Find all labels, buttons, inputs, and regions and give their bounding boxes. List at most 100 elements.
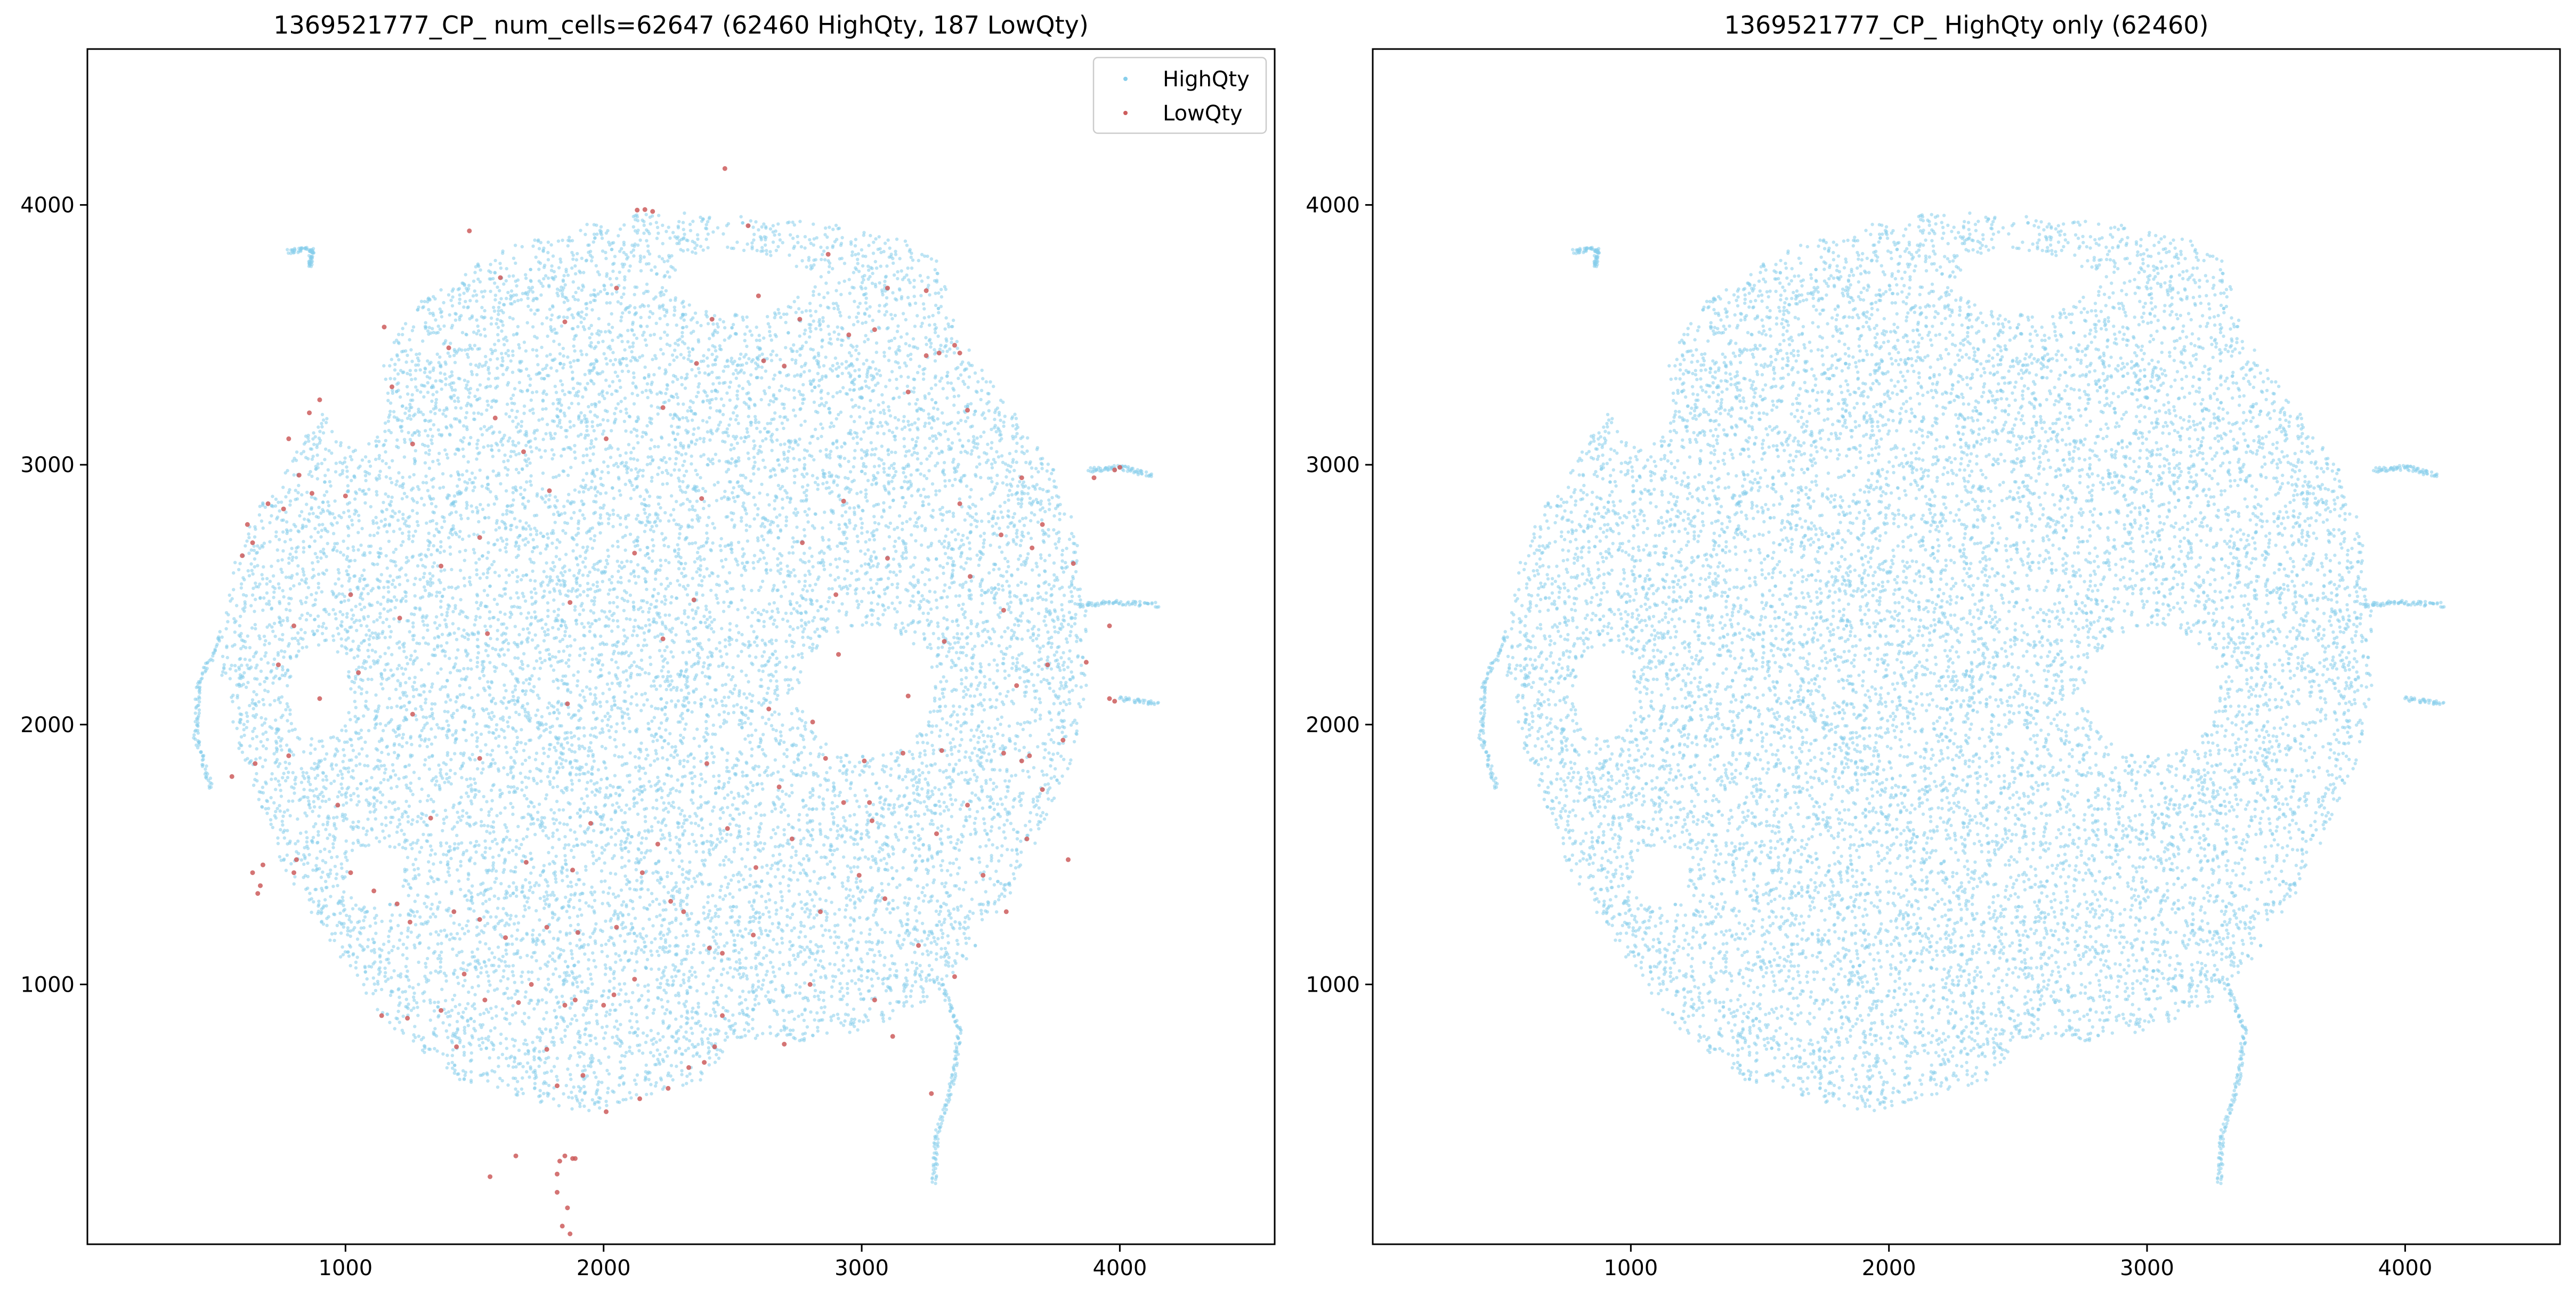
left-highqty-point bbox=[677, 1001, 681, 1005]
left-highqty-point bbox=[1016, 497, 1020, 501]
left-highqty-point bbox=[288, 708, 292, 712]
left-highqty-point bbox=[720, 836, 724, 840]
left-highqty-point bbox=[445, 452, 449, 456]
left-highqty-point bbox=[253, 535, 257, 539]
left-highqty-point bbox=[1016, 484, 1020, 488]
left-highqty-point bbox=[663, 1012, 667, 1016]
left-highqty-point bbox=[404, 964, 408, 969]
left-highqty-point bbox=[757, 979, 760, 983]
left-highqty-point bbox=[937, 788, 941, 791]
left-highqty-point bbox=[682, 305, 686, 309]
left-highqty-point bbox=[812, 356, 816, 360]
left-highqty-point bbox=[639, 315, 643, 319]
left-highqty-point bbox=[782, 426, 785, 431]
left-highqty-point bbox=[931, 439, 935, 443]
left-highqty-point bbox=[1033, 513, 1036, 517]
left-highqty-point bbox=[667, 1046, 670, 1050]
left-highqty-point bbox=[642, 255, 646, 259]
left-highqty-point bbox=[607, 384, 612, 388]
left-highqty-point bbox=[738, 1011, 742, 1016]
left-highqty-point bbox=[380, 459, 384, 463]
left-highqty-point bbox=[619, 839, 623, 844]
left-highqty-point bbox=[520, 640, 524, 644]
left-highqty-point bbox=[742, 1012, 746, 1016]
left-highqty-point bbox=[893, 434, 897, 438]
left-highqty-point bbox=[935, 576, 939, 580]
left-highqty-point bbox=[487, 725, 491, 729]
left-highqty-point bbox=[372, 802, 376, 806]
left-highqty-point bbox=[498, 289, 501, 293]
left-highqty-point bbox=[554, 1026, 558, 1030]
left-highqty-point bbox=[411, 792, 415, 797]
left-highqty-point bbox=[691, 316, 695, 320]
left-highqty-point bbox=[313, 552, 317, 556]
left-highqty-point bbox=[313, 598, 318, 602]
left-highqty-point bbox=[320, 425, 324, 429]
left-highqty-point bbox=[934, 909, 938, 913]
left-highqty-point bbox=[632, 804, 636, 808]
left-highqty-point bbox=[957, 866, 961, 870]
left-highqty-point bbox=[1046, 463, 1050, 466]
left-highqty-point bbox=[438, 327, 442, 331]
left-highqty-point bbox=[803, 235, 807, 239]
left-highqty-point bbox=[638, 673, 642, 677]
left-highqty-point bbox=[471, 347, 474, 351]
left-highqty-point bbox=[426, 895, 430, 899]
left-highqty-point bbox=[922, 812, 927, 816]
left-highqty-point bbox=[417, 983, 420, 986]
left-highqty-point bbox=[629, 1006, 633, 1009]
left-highqty-point bbox=[650, 825, 654, 829]
left-highqty-point bbox=[471, 884, 474, 888]
left-highqty-point bbox=[772, 622, 775, 626]
left-highqty-point bbox=[656, 516, 660, 520]
left-highqty-point bbox=[701, 593, 705, 597]
left-highqty-point bbox=[563, 835, 567, 839]
left-highqty-point bbox=[964, 676, 968, 680]
left-highqty-point bbox=[413, 594, 417, 598]
left-highqty-point bbox=[636, 514, 640, 517]
left-highqty-point bbox=[604, 966, 608, 970]
left-highqty-point bbox=[773, 807, 777, 811]
left-highqty-point bbox=[830, 801, 835, 805]
left-highqty-point bbox=[640, 693, 644, 696]
left-highqty-point bbox=[491, 455, 495, 458]
left-highqty-point bbox=[945, 952, 950, 956]
left-highqty-point bbox=[860, 979, 864, 983]
left-highqty-point bbox=[538, 933, 541, 937]
left-highqty-point bbox=[704, 310, 708, 313]
left-highqty-point bbox=[469, 1051, 473, 1055]
left-highqty-point bbox=[772, 377, 775, 381]
left-highqty-point bbox=[644, 820, 647, 823]
left-highqty-point bbox=[788, 253, 791, 257]
left-highqty-point bbox=[904, 629, 908, 634]
left-highqty-point bbox=[411, 621, 415, 625]
left-highqty-point bbox=[676, 778, 679, 782]
left-highqty-point bbox=[816, 994, 820, 998]
left-highqty-point bbox=[568, 239, 572, 243]
left-highqty-point bbox=[934, 958, 938, 961]
left-highqty-point bbox=[580, 1098, 584, 1102]
left-highqty-point bbox=[648, 903, 652, 907]
left-highqty-point bbox=[690, 541, 694, 545]
left-highqty-point bbox=[625, 461, 628, 465]
left-highqty-point bbox=[630, 663, 634, 668]
left-highqty-point bbox=[853, 1017, 857, 1022]
left-highqty-point bbox=[482, 572, 485, 576]
left-highqty-point bbox=[346, 598, 351, 602]
left-highqty-point bbox=[481, 767, 485, 771]
left-highqty-point bbox=[740, 857, 744, 861]
left-highqty-point bbox=[1018, 544, 1023, 547]
left-highqty-point bbox=[799, 774, 803, 778]
left-highqty-point bbox=[648, 655, 652, 659]
left-highqty-point bbox=[771, 349, 775, 353]
left-highqty-point bbox=[1041, 773, 1046, 777]
left-highqty-point bbox=[836, 824, 840, 828]
left-highqty-point bbox=[704, 226, 708, 230]
left-highqty-point bbox=[679, 376, 684, 379]
left-highqty-point bbox=[690, 973, 694, 977]
left-highqty-point bbox=[878, 899, 882, 903]
left-highqty-point bbox=[681, 480, 685, 484]
left-highqty-point bbox=[752, 472, 756, 476]
left-highqty-point bbox=[791, 408, 796, 412]
left-highqty-point bbox=[897, 345, 901, 348]
